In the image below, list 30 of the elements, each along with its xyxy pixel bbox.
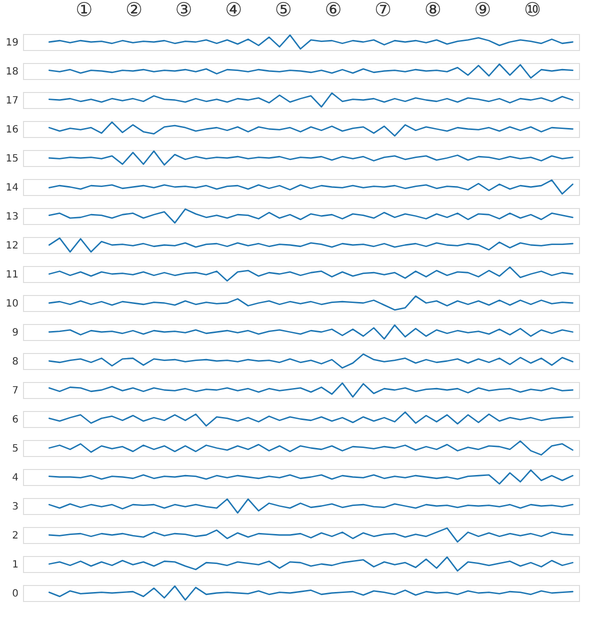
text: ⑤ bbox=[274, 0, 292, 21]
y-axis-title: 0 bbox=[12, 588, 18, 600]
y-axis-title: 8 bbox=[12, 356, 18, 368]
text: ⑨ bbox=[474, 0, 492, 21]
y-axis-title: 9 bbox=[12, 328, 18, 338]
y-axis-title: 18 bbox=[6, 66, 18, 78]
y-axis-title: 6 bbox=[12, 414, 18, 426]
text: ① bbox=[76, 0, 93, 21]
text: ⑧ bbox=[424, 0, 442, 21]
y-axis-title: 11 bbox=[6, 270, 18, 280]
y-axis-title: 10 bbox=[6, 298, 18, 310]
y-axis-title: 13 bbox=[6, 212, 18, 222]
text: ② bbox=[125, 0, 142, 21]
y-axis-title: 2 bbox=[12, 530, 18, 542]
y-axis-title: 7 bbox=[12, 386, 18, 396]
text: ③ bbox=[175, 0, 192, 21]
text: ④ bbox=[225, 0, 242, 21]
y-axis-title: 5 bbox=[12, 444, 18, 454]
y-axis-title: 4 bbox=[12, 472, 18, 484]
y-axis-title: 1 bbox=[12, 560, 18, 570]
y-axis-title: 15 bbox=[6, 154, 18, 164]
text: ⑩ bbox=[524, 0, 542, 21]
y-axis-title: 17 bbox=[6, 96, 18, 106]
y-axis-title: 14 bbox=[6, 182, 18, 194]
y-axis-title: 19 bbox=[6, 38, 18, 48]
y-axis-title: 3 bbox=[12, 502, 18, 512]
y-axis-title: 12 bbox=[6, 240, 18, 252]
text: ⑥ bbox=[324, 0, 342, 21]
y-axis-title: 16 bbox=[6, 124, 18, 136]
text: ⑦ bbox=[374, 0, 392, 21]
